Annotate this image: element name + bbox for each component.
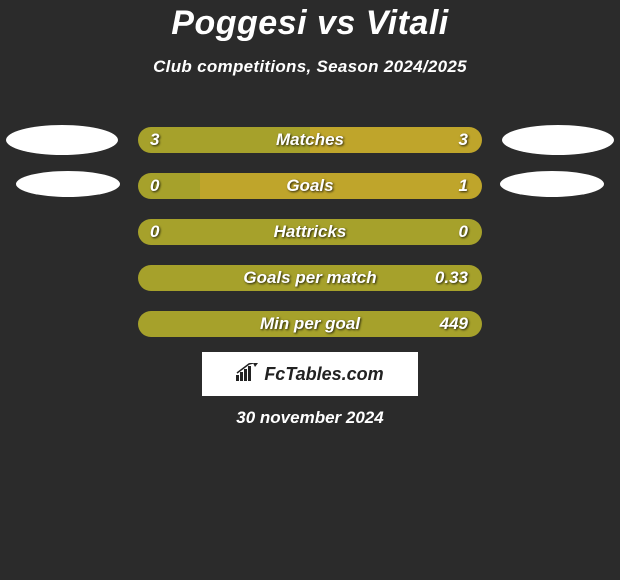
stat-value-right: 1	[459, 173, 468, 199]
bar-full	[138, 311, 482, 337]
stat-value-left: 0	[150, 173, 159, 199]
bar-right	[200, 173, 482, 199]
stats-container: 3 Matches 3 0 Goals 1 0 Hattricks 0	[0, 117, 620, 347]
bar-full	[138, 265, 482, 291]
chart-icon	[236, 363, 258, 386]
bar-full	[138, 219, 482, 245]
attribution-text: FcTables.com	[264, 364, 383, 385]
stat-row: 0 Hattricks 0	[0, 209, 620, 255]
attribution-badge: FcTables.com	[202, 352, 418, 396]
bar-left	[138, 127, 310, 153]
stat-row: Min per goal 449	[0, 301, 620, 347]
stat-value-right: 0	[459, 219, 468, 245]
stat-value-right: 3	[459, 127, 468, 153]
stat-row: 0 Goals 1	[0, 163, 620, 209]
stat-value-left: 0	[150, 219, 159, 245]
bar-right	[310, 127, 482, 153]
page-title: Poggesi vs Vitali	[0, 0, 620, 43]
page-subtitle: Club competitions, Season 2024/2025	[0, 57, 620, 77]
stat-value-left: 3	[150, 127, 159, 153]
stat-value-right: 0.33	[435, 265, 468, 291]
date-text: 30 november 2024	[0, 408, 620, 428]
stat-value-right: 449	[440, 311, 468, 337]
stat-row: 3 Matches 3	[0, 117, 620, 163]
stat-row: Goals per match 0.33	[0, 255, 620, 301]
bar-left	[138, 173, 200, 199]
